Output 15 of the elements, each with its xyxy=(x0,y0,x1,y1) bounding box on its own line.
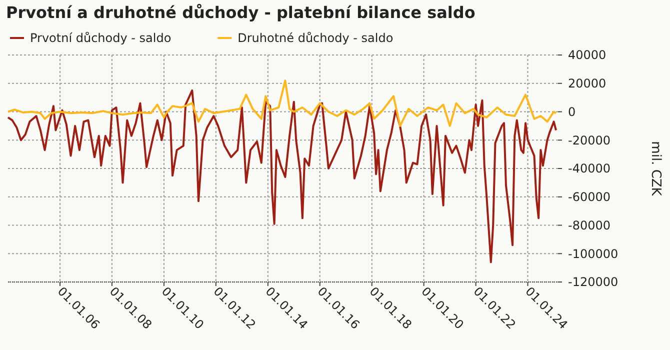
line-series xyxy=(7,89,558,264)
y-tick-label: -40000 xyxy=(568,162,611,176)
y-tick-label: -100000 xyxy=(568,246,618,261)
y-tick-label: 20000 xyxy=(568,76,606,91)
line-series xyxy=(7,80,558,127)
chart-title: Prvotní a druhotné důchody - platební bilance saldo xyxy=(6,3,476,22)
y-tick-label: 0 xyxy=(568,104,576,119)
y-tick-label: -20000 xyxy=(568,133,611,148)
y-tick-label: -60000 xyxy=(568,190,611,204)
legend-label: Prvotní důchody - saldo xyxy=(30,31,172,45)
y-tick-label: 40000 xyxy=(568,48,606,62)
legend-label: Druhotné důchody - saldo xyxy=(238,31,394,45)
y-tick-label: -80000 xyxy=(568,218,611,232)
y-tick-label: -120000 xyxy=(568,275,618,290)
y-axis-title: mil. CZK xyxy=(648,141,663,196)
